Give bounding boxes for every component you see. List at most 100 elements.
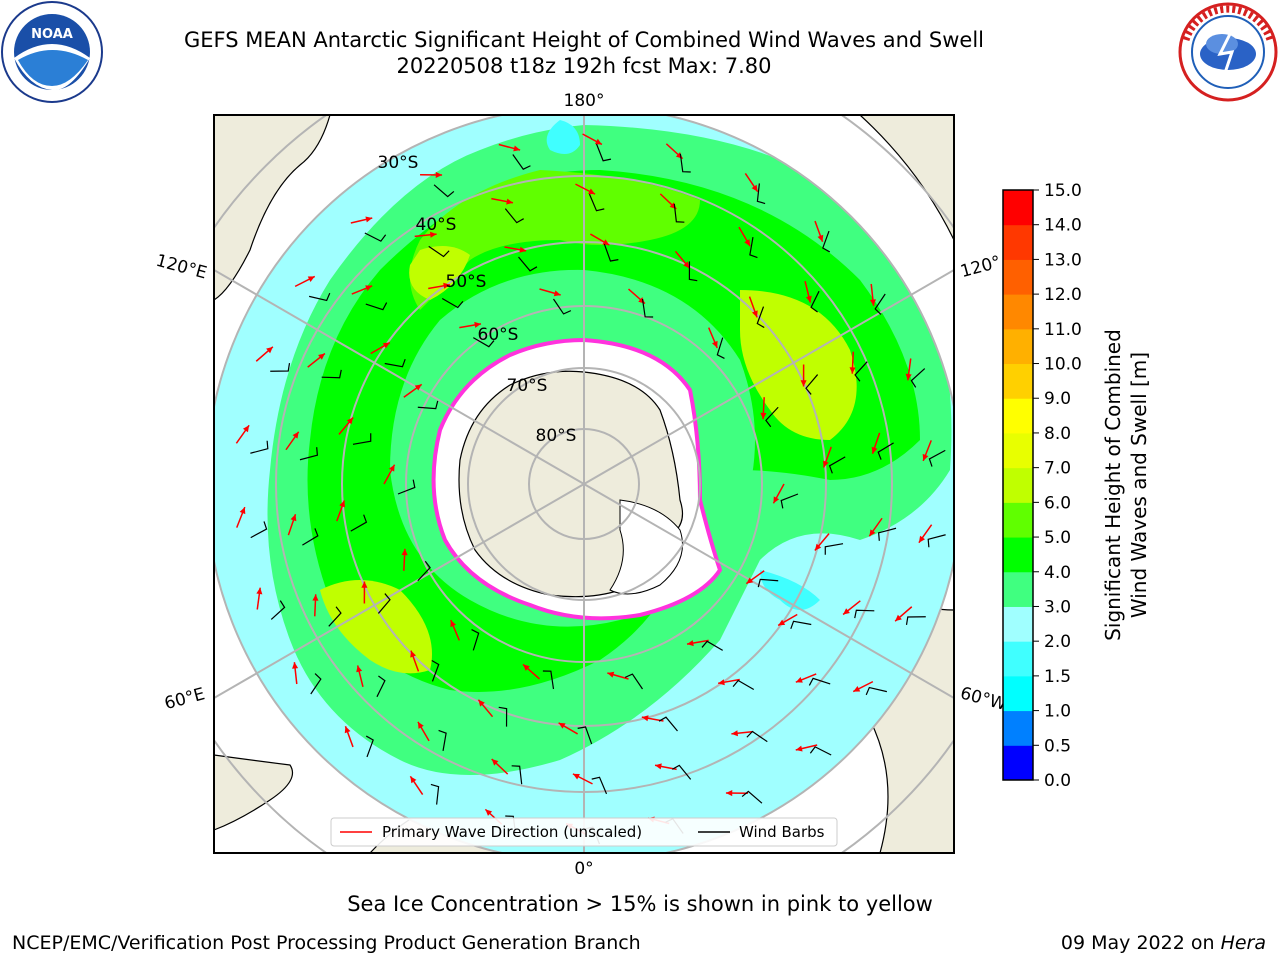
wave-direction-arrowhead bbox=[553, 290, 561, 297]
wave-direction-arrowhead bbox=[607, 671, 615, 678]
wind-barb bbox=[741, 790, 763, 804]
colorbar-label-line2: Wind Waves and Swell [m] bbox=[1127, 352, 1151, 618]
wave-direction-arrowhead bbox=[242, 425, 250, 433]
wave-direction-arrowhead bbox=[683, 261, 690, 269]
wave-direction-arrowhead bbox=[506, 198, 513, 205]
wind-barb bbox=[673, 203, 685, 223]
wind-barb bbox=[471, 629, 480, 651]
nws-logo bbox=[1178, 2, 1278, 102]
wind-barb bbox=[364, 232, 387, 242]
wind-barb bbox=[397, 479, 416, 495]
wind-barb bbox=[822, 230, 831, 253]
wind-barb bbox=[417, 560, 431, 582]
lon-label-top: 180° bbox=[564, 91, 605, 111]
wind-barb bbox=[874, 293, 886, 315]
colorbar-tick-label: 1.0 bbox=[1044, 702, 1071, 722]
wind-barb bbox=[512, 154, 531, 170]
colorbar-tick-label: 7.0 bbox=[1044, 459, 1071, 479]
wind-barb bbox=[688, 261, 698, 282]
credit-line: NCEP/EMC/Verification Post Processing Pr… bbox=[12, 932, 641, 954]
wind-barb bbox=[595, 143, 612, 162]
wave-direction-arrowhead bbox=[869, 529, 876, 537]
wave-direction-arrowhead bbox=[292, 431, 299, 439]
lon-label-left-upper: 120°E bbox=[154, 251, 209, 284]
chart-subtitle: 20220508 t18z 192h fcst Max: 7.80 bbox=[396, 54, 772, 78]
wave-direction-arrowhead bbox=[435, 171, 443, 179]
wind-barb bbox=[854, 361, 868, 382]
wind-barb bbox=[518, 256, 538, 272]
wind-barb bbox=[765, 406, 779, 428]
wave-direction-arrowhead bbox=[918, 535, 926, 543]
wind-barb bbox=[877, 442, 894, 460]
lon-label-left-lower: 60°E bbox=[162, 684, 207, 714]
wave-direction-arrowhead bbox=[572, 773, 580, 780]
wave-direction-arrowhead bbox=[687, 640, 694, 647]
wave-direction-arrowhead bbox=[365, 216, 373, 223]
date-stamp-text: 09 May 2022 on bbox=[1060, 932, 1221, 954]
map-legend: Primary Wave Direction (unscaled) Wind B… bbox=[330, 817, 838, 847]
wave-direction-arrowhead bbox=[711, 340, 718, 348]
wave-direction-arrowhead bbox=[312, 594, 319, 601]
wave-direction-arrowhead bbox=[849, 367, 856, 374]
colorbar-tick-label: 11.0 bbox=[1044, 320, 1082, 340]
machine-name: Hera bbox=[1220, 932, 1266, 954]
wave-direction-arrowhead bbox=[346, 417, 354, 425]
wind-barb bbox=[365, 302, 388, 311]
colorbar-tick-label: 9.0 bbox=[1044, 389, 1071, 409]
wind-barb bbox=[641, 298, 654, 318]
wave-direction-arrowhead bbox=[292, 662, 299, 669]
wave-direction-arrowhead bbox=[478, 699, 485, 707]
colorbar-swatch bbox=[1003, 571, 1033, 607]
wave-direction-legend-label: Primary Wave Direction (unscaled) bbox=[382, 823, 642, 841]
wind-barb bbox=[377, 593, 391, 614]
noaa-logo: NOAA bbox=[1, 1, 103, 103]
wave-direction-arrowhead bbox=[822, 460, 829, 468]
wave-direction-arrowhead bbox=[388, 464, 395, 472]
lon-label-right-lower: 60°W bbox=[958, 683, 1009, 715]
wave-direction-arrowhead bbox=[731, 730, 738, 737]
wave-direction-arrowhead bbox=[843, 608, 850, 615]
wind-barb bbox=[504, 208, 524, 224]
colorbar-tick-label: 0.5 bbox=[1044, 736, 1071, 756]
wind-barb bbox=[757, 578, 779, 588]
wave-direction-arrowhead bbox=[641, 715, 649, 722]
map-frame bbox=[213, 114, 955, 854]
wind-barb bbox=[588, 193, 605, 212]
lon-label-bottom: 0° bbox=[574, 859, 593, 879]
wind-barb bbox=[308, 292, 331, 302]
wave-direction-arrowhead bbox=[318, 353, 325, 360]
wind-barb bbox=[672, 764, 692, 780]
colorbar-tick-label: 8.0 bbox=[1044, 424, 1071, 444]
wind-barb bbox=[790, 620, 812, 630]
wind-barb bbox=[756, 183, 766, 205]
wind-barb bbox=[511, 765, 523, 785]
wave-direction-arrowhead bbox=[523, 664, 530, 671]
wind-barb bbox=[749, 237, 758, 259]
wave-direction-arrowhead bbox=[356, 665, 363, 673]
colorbar-swatch bbox=[1003, 328, 1033, 365]
wind-barb bbox=[780, 493, 799, 509]
wind-barb bbox=[732, 679, 755, 691]
wind-barb bbox=[679, 153, 691, 173]
wave-direction-arrowhead bbox=[805, 295, 812, 303]
wave-direction-arrowhead bbox=[513, 145, 521, 152]
lat-label-50s: 50°S bbox=[446, 272, 487, 292]
wind-barb bbox=[384, 358, 406, 368]
wave-direction-arrowhead bbox=[760, 412, 767, 420]
wind-barb bbox=[441, 297, 464, 309]
colorbar-swatch bbox=[1003, 363, 1033, 399]
wave-direction-arrowhead bbox=[339, 500, 346, 508]
wave-direction-arrowhead bbox=[655, 763, 662, 770]
wave-direction-arrowhead bbox=[800, 380, 807, 387]
lat-label-30s: 30°S bbox=[378, 153, 419, 173]
wave-direction-arrowhead bbox=[266, 346, 273, 354]
colorbar-label-line1: Significant Height of Combined bbox=[1101, 329, 1125, 641]
wave-direction-arrowhead bbox=[519, 246, 527, 253]
wave-direction-arrowhead bbox=[725, 789, 733, 797]
wave-direction-arrowhead bbox=[239, 507, 246, 515]
lat-label-60s: 60°S bbox=[478, 325, 519, 345]
wave-direction-arrowhead bbox=[290, 514, 297, 522]
colorbar-swatch bbox=[1003, 190, 1033, 226]
wind-barb bbox=[438, 729, 447, 751]
wind-barb bbox=[310, 673, 322, 695]
